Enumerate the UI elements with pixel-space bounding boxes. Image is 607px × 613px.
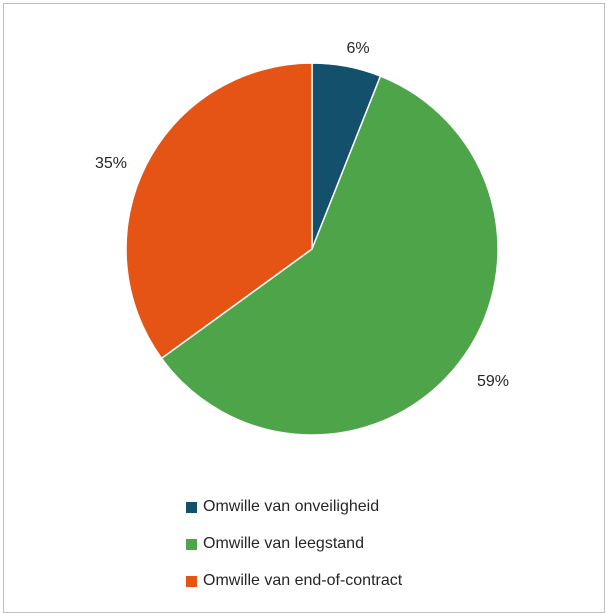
legend-label-end-of-contract: Omwille van end-of-contract xyxy=(203,572,403,589)
legend: Omwille van onveiligheid Omwille van lee… xyxy=(186,496,402,607)
pie-slice-leegstand xyxy=(160,75,499,436)
chart-frame: 6% 59% 35% Omwille van onveiligheid Omwi… xyxy=(3,3,605,613)
legend-item-onveiligheid: Omwille van onveiligheid xyxy=(186,496,402,518)
pie-chart: 6% 59% 35% xyxy=(95,40,509,436)
legend-swatch-leegstand xyxy=(186,538,197,550)
legend-swatch-end-of-contract xyxy=(186,575,197,587)
legend-label-onveiligheid: Omwille van onveiligheid xyxy=(203,498,380,515)
legend-label-leegstand: Omwille van leegstand xyxy=(203,535,364,552)
legend-item-end-of-contract: Omwille van end-of-contract xyxy=(186,570,402,592)
pie-slices xyxy=(125,62,499,436)
data-label-onveiligheid: 6% xyxy=(346,40,369,57)
legend-item-leegstand: Omwille van leegstand xyxy=(186,533,402,555)
data-label-leegstand: 59% xyxy=(477,373,509,390)
pie-slice-end-of-contract xyxy=(125,62,313,360)
legend-swatch-onveiligheid xyxy=(186,501,197,513)
data-label-end-of-contract: 35% xyxy=(95,155,127,172)
